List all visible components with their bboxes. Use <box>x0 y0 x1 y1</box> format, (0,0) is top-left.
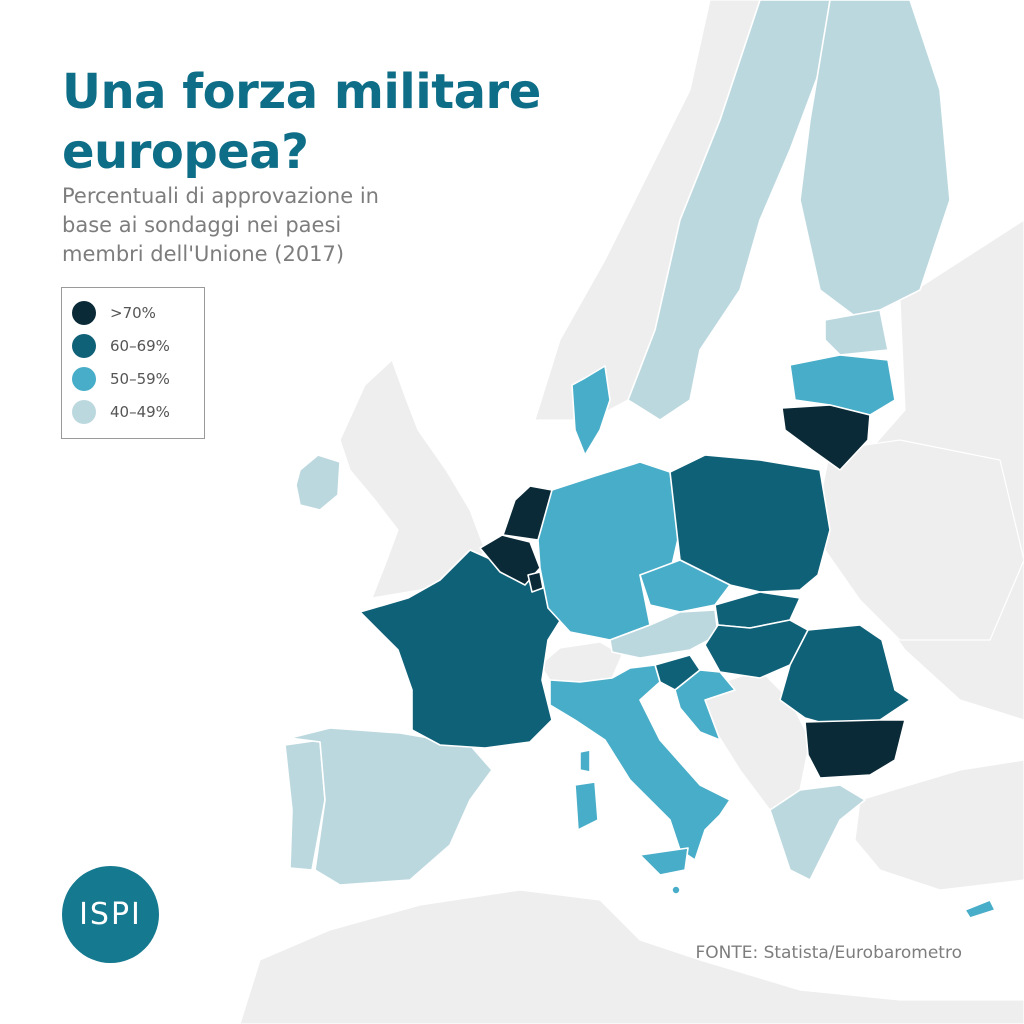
country-finland <box>799 0 951 321</box>
country-corsica <box>579 749 591 773</box>
country-italy <box>549 664 731 861</box>
country-luxembourg <box>527 571 544 593</box>
country-latvia <box>789 354 896 416</box>
legend-label: >70% <box>110 304 156 322</box>
country-estonia <box>824 309 889 356</box>
land-belarus-ukraine <box>819 439 1024 641</box>
legend-item-1: 60–69% <box>72 333 170 359</box>
country-spain <box>289 727 493 886</box>
country-ireland <box>295 454 341 511</box>
page-title: Una forza militare europea? <box>62 64 541 180</box>
legend-dot-icon <box>72 334 96 358</box>
legend: >70% 60–69% 50–59% 40–49% <box>61 287 205 439</box>
legend-dot-icon <box>72 301 96 325</box>
land-turkey <box>854 759 1024 891</box>
country-sardinia <box>574 781 599 831</box>
country-romania <box>779 624 911 726</box>
country-greece <box>769 784 866 881</box>
source-note: FONTE: Statista/Eurobarometro <box>695 943 962 963</box>
page-subtitle: Percentuali di approvazione in base ai s… <box>62 184 379 266</box>
legend-item-3: 40–49% <box>72 399 170 425</box>
legend-dot-icon <box>72 400 96 424</box>
country-malta <box>671 885 681 895</box>
legend-label: 50–59% <box>110 370 170 388</box>
country-bulgaria <box>804 719 906 779</box>
country-germany <box>537 461 681 641</box>
legend-label: 60–69% <box>110 337 170 355</box>
land-switzerland <box>539 641 623 683</box>
country-sicily <box>639 847 689 876</box>
land-north-africa <box>239 889 1024 1024</box>
legend-item-0: >70% <box>72 300 156 326</box>
legend-item-2: 50–59% <box>72 366 170 392</box>
country-denmark <box>571 365 611 456</box>
ispi-logo: ISPI <box>62 866 159 963</box>
logo-text: ISPI <box>79 897 142 932</box>
country-lithuania <box>781 404 871 471</box>
country-france <box>359 549 571 749</box>
country-sweden <box>627 0 831 421</box>
legend-label: 40–49% <box>110 403 170 421</box>
country-cyprus <box>964 899 996 919</box>
legend-dot-icon <box>72 367 96 391</box>
country-croatia <box>674 669 736 741</box>
